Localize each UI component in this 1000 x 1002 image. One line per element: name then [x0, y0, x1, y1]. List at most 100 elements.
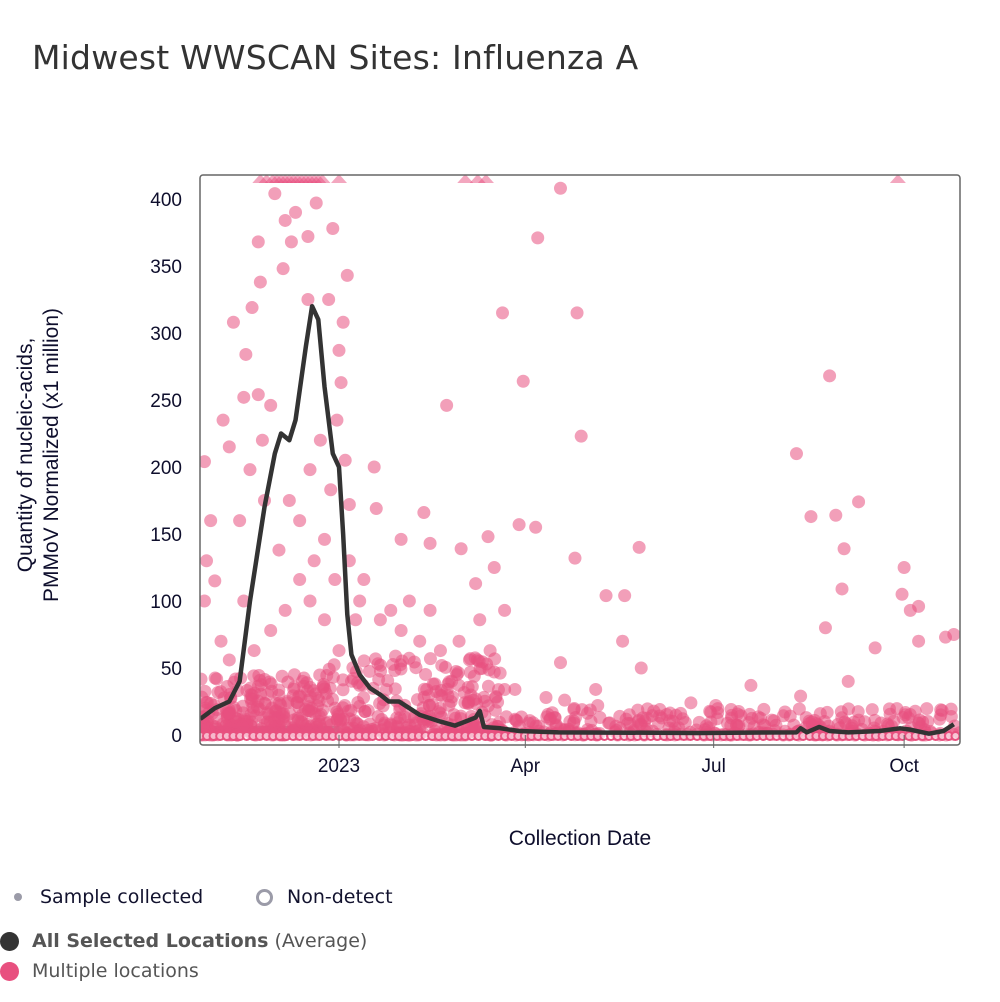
data-point — [435, 689, 449, 703]
data-point — [369, 502, 383, 516]
data-point — [498, 682, 512, 696]
data-point — [409, 661, 423, 675]
data-point — [245, 301, 259, 315]
data-point — [868, 641, 882, 655]
data-point — [294, 714, 308, 728]
data-point — [618, 589, 632, 603]
data-point — [309, 196, 323, 210]
sample-dot-icon — [14, 893, 22, 901]
data-point — [278, 213, 292, 227]
data-point — [287, 680, 301, 694]
data-point — [912, 634, 926, 648]
legend-label: Multiple locations — [32, 960, 199, 982]
data-point — [264, 398, 278, 412]
data-point — [835, 582, 849, 596]
x-tick-label: Apr — [511, 756, 541, 777]
legend-label-suffix: (Average) — [274, 930, 368, 952]
data-point — [776, 709, 790, 723]
data-point — [398, 710, 412, 724]
data-point — [851, 705, 865, 719]
data-point — [222, 653, 236, 667]
data-point — [699, 719, 713, 733]
data-point — [823, 369, 837, 383]
legend-sample-collected[interactable]: Sample collected — [14, 886, 203, 908]
data-point — [431, 705, 445, 719]
data-point — [357, 573, 371, 587]
data-point — [616, 634, 630, 648]
data-point — [326, 221, 340, 235]
data-point — [613, 709, 627, 723]
data-point — [481, 679, 495, 693]
y-tick-label: 0 — [171, 726, 182, 747]
data-point — [200, 455, 211, 469]
legend-non-detect[interactable]: Non-detect — [256, 886, 393, 908]
data-point — [200, 672, 208, 686]
data-point — [553, 656, 567, 670]
data-point — [328, 573, 342, 587]
data-point — [324, 718, 338, 732]
data-point — [478, 694, 492, 708]
data-point — [423, 652, 437, 666]
data-point — [804, 510, 818, 524]
data-point — [553, 181, 567, 195]
data-point — [253, 703, 267, 717]
data-point — [262, 675, 276, 689]
average-dot-icon — [0, 931, 19, 951]
plot-frame — [199, 174, 961, 746]
data-point — [301, 230, 315, 244]
data-point — [371, 710, 385, 724]
data-point — [529, 520, 543, 534]
hollow-circle-icon — [256, 888, 273, 906]
data-point — [332, 644, 346, 658]
data-point — [912, 599, 926, 613]
data-point — [275, 707, 289, 721]
data-point — [272, 543, 286, 557]
data-point — [684, 696, 698, 710]
plot-area — [200, 175, 960, 742]
data-point — [236, 720, 250, 734]
data-point — [631, 703, 645, 717]
y-tick-label: 50 — [161, 659, 182, 680]
data-point — [303, 463, 317, 477]
data-point — [301, 293, 315, 306]
data-point — [384, 603, 398, 617]
data-point — [336, 683, 350, 697]
data-point — [362, 664, 376, 678]
y-axis-label-line1: Quantity of nucleic-acids, — [14, 338, 37, 573]
data-point — [293, 573, 307, 587]
legend-label: Sample collected — [40, 886, 204, 908]
data-point — [473, 613, 487, 627]
data-point — [326, 670, 340, 684]
legend-average[interactable]: All Selected Locations (Average) — [0, 930, 367, 952]
x-tick-label: Oct — [889, 756, 919, 777]
data-point — [237, 594, 251, 608]
data-point — [837, 542, 851, 556]
data-point — [357, 654, 371, 668]
data-point — [428, 677, 442, 691]
data-point — [376, 699, 390, 713]
data-point — [440, 398, 454, 412]
data-point — [709, 699, 723, 713]
legend-label: Non-detect — [287, 886, 393, 908]
data-point — [487, 561, 501, 574]
data-point — [247, 644, 261, 658]
data-point — [489, 690, 503, 704]
data-point — [200, 594, 211, 608]
data-point — [751, 710, 765, 724]
legend-multiple-locations[interactable]: Multiple locations — [0, 960, 199, 982]
data-point — [200, 684, 212, 698]
data-point — [841, 674, 855, 688]
data-point — [255, 433, 269, 447]
data-point — [483, 644, 497, 658]
data-point — [469, 577, 483, 591]
data-point — [570, 306, 584, 320]
data-point — [318, 532, 332, 546]
data-point — [435, 658, 449, 672]
data-point — [526, 716, 540, 730]
data-point — [394, 532, 408, 546]
data-point — [313, 433, 327, 447]
data-point — [632, 540, 646, 554]
data-point — [338, 453, 352, 467]
y-axis-label-line2: PMMoV Normalized (x1 million) — [40, 308, 63, 602]
overflow-marker — [889, 175, 906, 183]
